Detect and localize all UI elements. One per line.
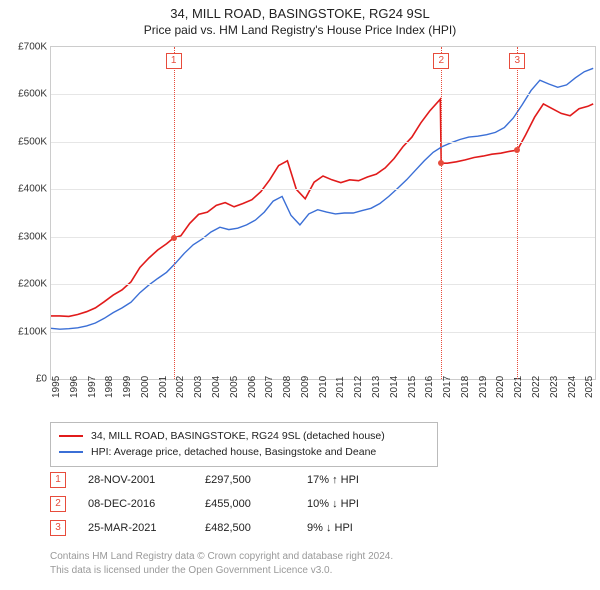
x-axis-label: 2000 bbox=[140, 376, 151, 398]
x-axis-label: 2016 bbox=[424, 376, 435, 398]
x-axis-label: 2009 bbox=[300, 376, 311, 398]
y-axis-label: £400K bbox=[7, 184, 47, 195]
x-axis-label: 2015 bbox=[407, 376, 418, 398]
x-axis-label: 2018 bbox=[460, 376, 471, 398]
event-pct: 17% ↑ HPI bbox=[307, 474, 407, 486]
event-vline bbox=[174, 47, 175, 379]
x-axis-label: 1998 bbox=[104, 376, 115, 398]
x-axis-label: 2017 bbox=[442, 376, 453, 398]
event-row: 2 08-DEC-2016 £455,000 10% ↓ HPI bbox=[50, 492, 407, 516]
x-axis-label: 2025 bbox=[584, 376, 595, 398]
events-table: 1 28-NOV-2001 £297,500 17% ↑ HPI 2 08-DEC-201… bbox=[50, 468, 407, 540]
y-axis-label: £300K bbox=[7, 231, 47, 242]
x-axis-label: 1999 bbox=[122, 376, 133, 398]
y-axis-label: £600K bbox=[7, 89, 47, 100]
x-axis-label: 2001 bbox=[158, 376, 169, 398]
series-line bbox=[51, 68, 593, 329]
legend-row: HPI: Average price, detached house, Basi… bbox=[59, 444, 429, 460]
legend-swatch bbox=[59, 451, 83, 453]
y-gridline bbox=[51, 284, 595, 285]
x-axis-label: 1995 bbox=[51, 376, 62, 398]
legend-swatch bbox=[59, 435, 83, 437]
event-dot bbox=[171, 235, 177, 241]
legend-row: 34, MILL ROAD, BASINGSTOKE, RG24 9SL (de… bbox=[59, 428, 429, 444]
y-axis-label: £200K bbox=[7, 279, 47, 290]
x-axis-label: 2007 bbox=[264, 376, 275, 398]
x-axis-label: 2022 bbox=[531, 376, 542, 398]
event-date: 25-MAR-2021 bbox=[88, 522, 183, 534]
event-dot bbox=[514, 147, 520, 153]
x-axis-label: 2014 bbox=[389, 376, 400, 398]
legend-label: HPI: Average price, detached house, Basi… bbox=[91, 444, 376, 460]
y-gridline bbox=[51, 94, 595, 95]
legend-box: 34, MILL ROAD, BASINGSTOKE, RG24 9SL (de… bbox=[50, 422, 438, 467]
event-box: 2 bbox=[50, 496, 66, 512]
x-axis-label: 2020 bbox=[495, 376, 506, 398]
event-vline bbox=[441, 47, 442, 379]
y-axis-label: £0 bbox=[7, 374, 47, 385]
event-box: 3 bbox=[50, 520, 66, 536]
y-axis-label: £500K bbox=[7, 136, 47, 147]
y-gridline bbox=[51, 142, 595, 143]
event-dot bbox=[438, 160, 444, 166]
footnote-line-1: Contains HM Land Registry data © Crown c… bbox=[50, 550, 393, 564]
event-box: 1 bbox=[50, 472, 66, 488]
x-axis-label: 2005 bbox=[229, 376, 240, 398]
x-axis-label: 2006 bbox=[247, 376, 258, 398]
footnote-line-2: This data is licensed under the Open Gov… bbox=[50, 564, 393, 578]
chart-subtitle: Price paid vs. HM Land Registry's House … bbox=[0, 21, 600, 37]
x-axis-label: 2023 bbox=[549, 376, 560, 398]
plot-area: £0£100K£200K£300K£400K£500K£600K£700K199… bbox=[50, 46, 596, 380]
event-marker-box: 2 bbox=[433, 53, 449, 69]
event-date: 08-DEC-2016 bbox=[88, 498, 183, 510]
x-axis-label: 2024 bbox=[567, 376, 578, 398]
x-axis-label: 2004 bbox=[211, 376, 222, 398]
x-axis-label: 2010 bbox=[318, 376, 329, 398]
line-svg bbox=[51, 47, 595, 379]
event-pct: 9% ↓ HPI bbox=[307, 522, 407, 534]
footnote: Contains HM Land Registry data © Crown c… bbox=[50, 550, 393, 577]
legend-label: 34, MILL ROAD, BASINGSTOKE, RG24 9SL (de… bbox=[91, 428, 385, 444]
event-price: £482,500 bbox=[205, 522, 285, 534]
chart-area: £0£100K£200K£300K£400K£500K£600K£700K199… bbox=[6, 46, 594, 416]
y-axis-label: £700K bbox=[7, 42, 47, 53]
x-axis-label: 2013 bbox=[371, 376, 382, 398]
event-price: £455,000 bbox=[205, 498, 285, 510]
x-axis-label: 2008 bbox=[282, 376, 293, 398]
event-vline bbox=[517, 47, 518, 379]
chart-title: 34, MILL ROAD, BASINGSTOKE, RG24 9SL bbox=[0, 0, 600, 21]
event-marker-box: 3 bbox=[509, 53, 525, 69]
x-axis-label: 2019 bbox=[478, 376, 489, 398]
x-axis-label: 2003 bbox=[193, 376, 204, 398]
x-axis-label: 2011 bbox=[335, 376, 346, 398]
y-gridline bbox=[51, 189, 595, 190]
x-axis-label: 1996 bbox=[69, 376, 80, 398]
event-pct: 10% ↓ HPI bbox=[307, 498, 407, 510]
event-date: 28-NOV-2001 bbox=[88, 474, 183, 486]
y-gridline bbox=[51, 237, 595, 238]
x-axis-label: 2002 bbox=[175, 376, 186, 398]
event-row: 1 28-NOV-2001 £297,500 17% ↑ HPI bbox=[50, 468, 407, 492]
y-axis-label: £100K bbox=[7, 326, 47, 337]
x-axis-label: 2021 bbox=[513, 376, 524, 398]
event-price: £297,500 bbox=[205, 474, 285, 486]
y-gridline bbox=[51, 332, 595, 333]
event-marker-box: 1 bbox=[166, 53, 182, 69]
event-row: 3 25-MAR-2021 £482,500 9% ↓ HPI bbox=[50, 516, 407, 540]
x-axis-label: 1997 bbox=[87, 376, 98, 398]
x-axis-label: 2012 bbox=[353, 376, 364, 398]
